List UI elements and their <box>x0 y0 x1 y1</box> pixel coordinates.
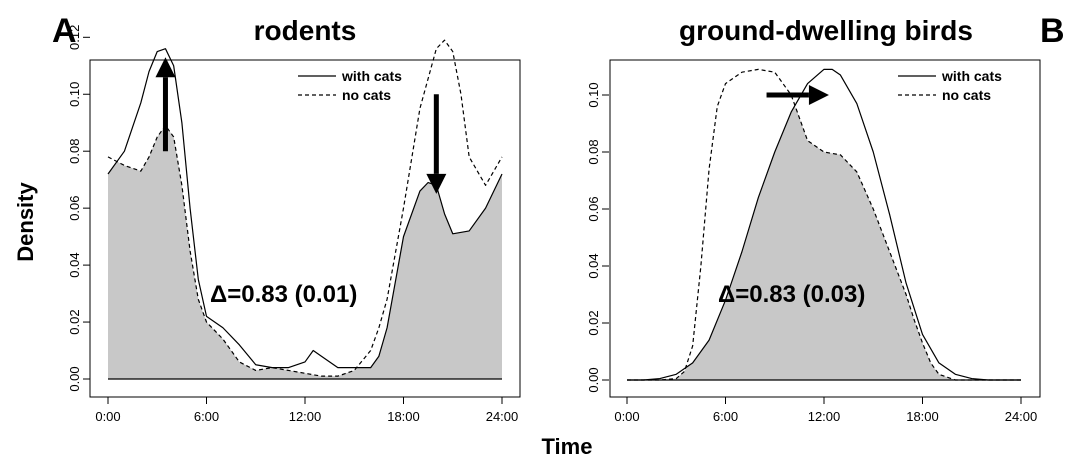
y-tick-label: 0.10 <box>586 82 601 107</box>
overlap-area <box>108 125 502 379</box>
y-tick-label: 0.06 <box>586 196 601 221</box>
y-tick-label: 0.12 <box>67 25 82 50</box>
y-tick-label: 0.04 <box>67 252 82 277</box>
arrow-head <box>155 57 176 78</box>
x-tick-label: 24:00 <box>1005 409 1038 424</box>
y-tick-label: 0.04 <box>586 253 601 278</box>
chart-panel-rodents: 0:00 6:00 12:00 18:00 24:00 0.00 0.02 0.04 0.06 0… <box>67 25 521 424</box>
x-tick-label: 12:00 <box>808 409 841 424</box>
legend: with cats no cats <box>298 68 402 103</box>
y-tick-label: 0.06 <box>67 195 82 220</box>
y-tick-label: 0.08 <box>67 139 82 164</box>
x-axis-label: Time <box>542 434 593 459</box>
x-tick-label: 24:00 <box>486 409 519 424</box>
legend-label-with-cats: with cats <box>941 68 1002 84</box>
y-tick-label: 0.08 <box>586 139 601 164</box>
chart-panel-birds: 0:00 6:00 12:00 18:00 24:00 0.00 0.02 0.04 0.06 0… <box>586 59 1041 424</box>
x-tick-label: 18:00 <box>387 409 420 424</box>
x-tick-label: 0:00 <box>95 409 120 424</box>
panel-letter-a: A <box>52 12 77 50</box>
plot-frame <box>609 59 1041 398</box>
x-tick-label: 12:00 <box>289 409 322 424</box>
arrow-head <box>808 85 829 105</box>
x-tick-label: 0:00 <box>614 409 639 424</box>
y-tick-label: 0.10 <box>67 82 82 107</box>
panel-title-birds: ground-dwelling birds <box>679 15 973 46</box>
x-tick-label: 6:00 <box>194 409 219 424</box>
legend-label-no-cats: no cats <box>342 87 391 103</box>
series-line-no-cats <box>627 68 1021 381</box>
panel-letter-b: B <box>1040 12 1065 50</box>
y-axis-label: Density <box>13 182 38 262</box>
right-arrow-icon <box>766 85 829 105</box>
x-tick-label: 6:00 <box>713 409 738 424</box>
up-arrow-icon <box>155 57 176 152</box>
series-line-with-cats <box>627 68 1021 381</box>
legend-label-no-cats: no cats <box>942 87 991 103</box>
overlap-area <box>627 106 1021 381</box>
panel-title-rodents: rodents <box>254 15 357 46</box>
series-line-no-cats <box>107 39 503 377</box>
y-tick-label: 0.02 <box>67 309 82 334</box>
y-tick-label: 0.00 <box>67 366 82 391</box>
y-tick-label: 0.02 <box>586 310 601 335</box>
legend-label-with-cats: with cats <box>341 68 402 84</box>
y-tick-label: 0.00 <box>586 367 601 392</box>
x-tick-label: 18:00 <box>906 409 939 424</box>
overlap-label: Δ=0.83 (0.03) <box>718 281 865 308</box>
legend: with cats no cats <box>898 68 1002 103</box>
arrow-head <box>426 173 447 194</box>
down-arrow-icon <box>426 94 447 194</box>
overlap-label: Δ=0.83 (0.01) <box>210 281 357 308</box>
